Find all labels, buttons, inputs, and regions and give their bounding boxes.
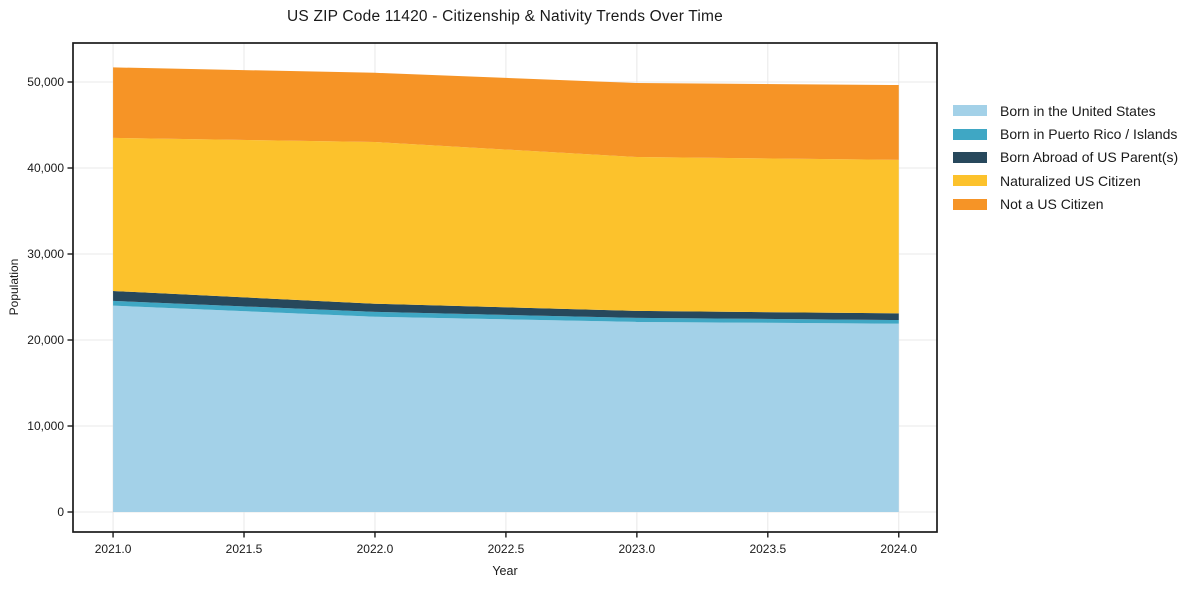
x-tick-label: 2023.5: [749, 542, 786, 556]
y-tick-label: 40,000: [27, 161, 64, 175]
y-tick-label: 0: [57, 505, 64, 519]
legend: Born in the United States Born in Puerto …: [953, 99, 1178, 216]
plot-frame: [72, 42, 938, 533]
legend-item-born-in-puerto-rico-islands: Born in Puerto Rico / Islands: [953, 122, 1178, 145]
legend-swatch: [953, 105, 987, 117]
legend-item-naturalized-us-citizen: Naturalized US Citizen: [953, 169, 1178, 192]
area-born-in-the-united-states: [113, 305, 899, 513]
area-naturalized-us-citizen: [113, 137, 899, 314]
legend-item-not-a-us-citizen: Not a US Citizen: [953, 193, 1178, 216]
y-tick-label: 30,000: [27, 247, 64, 261]
x-tick-label: 2022.0: [357, 542, 394, 556]
legend-label: Born in Puerto Rico / Islands: [1000, 126, 1178, 143]
legend-swatch: [953, 175, 987, 187]
y-tick-label: 20,000: [27, 333, 64, 347]
legend-swatch: [953, 128, 987, 140]
x-tick-label: 2021.0: [95, 542, 132, 556]
x-tick-label: 2021.5: [226, 542, 263, 556]
legend-swatch: [953, 151, 987, 163]
legend-label: Born in the United States: [1000, 102, 1156, 119]
y-tick-label: 50,000: [27, 75, 64, 89]
x-tick-label: 2024.0: [880, 542, 917, 556]
y-tick-label: 10,000: [27, 419, 64, 433]
area-born-in-puerto-rico-islands: [113, 300, 899, 324]
legend-item-born-in-the-united-states: Born in the United States: [953, 99, 1178, 122]
x-tick-label: 2022.5: [488, 542, 525, 556]
area-born-abroad-of-us-parent-s: [113, 290, 899, 321]
area-not-a-us-citizen: [113, 67, 899, 160]
legend-item-born-abroad-of-us-parent-s: Born Abroad of US Parent(s): [953, 146, 1178, 169]
legend-label: Naturalized US Citizen: [1000, 172, 1141, 189]
x-tick-label: 2023.0: [619, 542, 656, 556]
legend-label: Not a US Citizen: [1000, 196, 1104, 213]
x-axis-label: Year: [492, 564, 518, 578]
legend-label: Born Abroad of US Parent(s): [1000, 149, 1179, 166]
y-axis-label: Population: [7, 258, 21, 316]
legend-swatch: [953, 198, 987, 210]
chart-title: US ZIP Code 11420 - Citizenship & Nativi…: [287, 8, 723, 25]
